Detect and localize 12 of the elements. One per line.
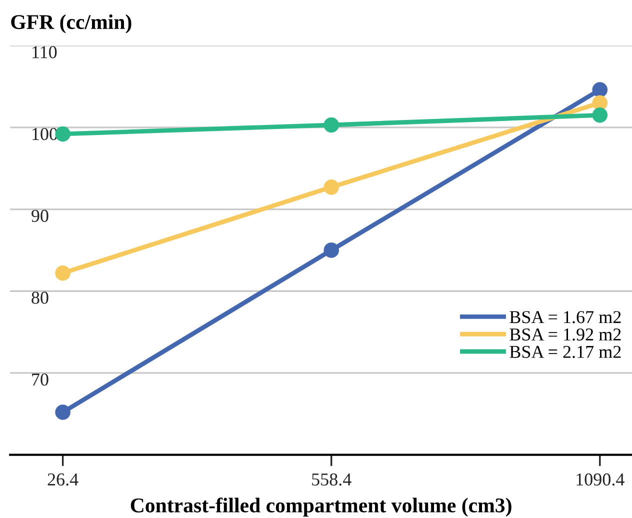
y-tick-label: 70 xyxy=(32,373,48,386)
legend-label: BSA = 1.67 m2 xyxy=(510,311,621,324)
y-tick-label: 80 xyxy=(32,292,48,304)
x-tick-label: 558.4 xyxy=(312,473,352,486)
x-tick-label: 1090.4 xyxy=(576,473,624,486)
y-tick-label: 90 xyxy=(32,210,48,222)
legend-label: BSA = 1.92 m2 xyxy=(510,328,621,341)
x-tick-label: 26.4 xyxy=(48,473,78,486)
y-axis-title: GFR (cc/min) xyxy=(11,14,132,34)
legend-label: BSA = 2.17 m2 xyxy=(510,346,621,358)
y-tick-label: 110 xyxy=(32,46,57,58)
x-axis-title: Contrast-filled compartment volume (cm3) xyxy=(130,498,512,517)
